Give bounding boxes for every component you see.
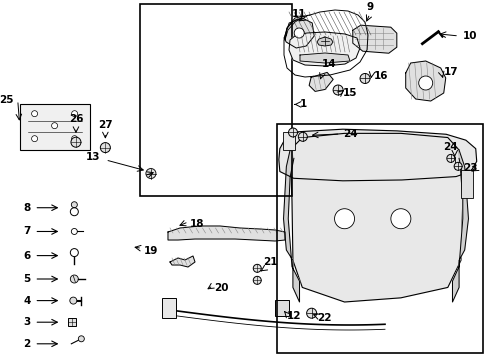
Polygon shape [290, 133, 463, 302]
Circle shape [447, 154, 455, 162]
Polygon shape [279, 129, 477, 181]
Text: 25: 25 [0, 95, 14, 105]
Text: 18: 18 [190, 219, 205, 229]
Bar [68, 318, 76, 326]
Bar [140, 4, 292, 196]
Polygon shape [353, 25, 397, 53]
Circle shape [298, 132, 307, 141]
Text: 8: 8 [23, 203, 30, 213]
Text: 24: 24 [343, 129, 358, 139]
Bar [277, 124, 483, 353]
Bar [162, 298, 176, 318]
Circle shape [71, 137, 81, 147]
Text: 24: 24 [443, 142, 458, 152]
Polygon shape [170, 256, 195, 267]
Text: 26: 26 [69, 114, 83, 124]
Text: 2: 2 [23, 339, 30, 349]
Circle shape [72, 202, 77, 208]
Text: 19: 19 [144, 246, 158, 256]
Text: 14: 14 [322, 59, 337, 69]
Circle shape [78, 336, 84, 342]
Circle shape [146, 168, 156, 179]
Circle shape [51, 123, 58, 129]
Polygon shape [168, 226, 285, 241]
Polygon shape [406, 61, 446, 101]
Text: 22: 22 [318, 313, 332, 323]
Circle shape [31, 136, 38, 142]
Circle shape [72, 136, 77, 142]
Circle shape [253, 264, 261, 272]
Bar [283, 132, 295, 150]
Circle shape [454, 162, 462, 170]
Polygon shape [284, 18, 314, 48]
Text: 12: 12 [287, 311, 301, 321]
Text: 11: 11 [292, 9, 306, 19]
Text: 1: 1 [300, 99, 307, 109]
Text: 17: 17 [443, 67, 458, 77]
Text: 15: 15 [343, 87, 358, 98]
Text: 27: 27 [98, 120, 113, 130]
Text: 4: 4 [23, 296, 30, 306]
Circle shape [72, 111, 77, 117]
Text: 16: 16 [373, 71, 388, 81]
Polygon shape [317, 37, 333, 46]
Circle shape [307, 308, 317, 318]
Polygon shape [309, 72, 333, 91]
Polygon shape [300, 53, 350, 63]
Bar [275, 300, 289, 316]
Text: 6: 6 [23, 251, 30, 261]
Text: 5: 5 [23, 274, 30, 284]
Circle shape [333, 85, 343, 95]
Text: 9: 9 [367, 1, 373, 12]
Text: 3: 3 [23, 317, 30, 327]
Text: 23: 23 [463, 163, 478, 174]
Text: 10: 10 [463, 31, 478, 41]
Text: 7: 7 [23, 226, 30, 237]
Circle shape [391, 209, 411, 229]
Polygon shape [289, 32, 360, 66]
Text: 21: 21 [264, 257, 278, 267]
Circle shape [360, 73, 370, 84]
Circle shape [71, 275, 78, 283]
Bar [20, 104, 90, 150]
Text: 13: 13 [86, 152, 100, 162]
Polygon shape [452, 150, 468, 302]
Circle shape [419, 76, 433, 90]
Circle shape [294, 28, 304, 38]
Circle shape [335, 209, 355, 229]
Circle shape [100, 143, 110, 153]
Bar [461, 170, 472, 198]
Circle shape [70, 297, 77, 304]
Circle shape [31, 111, 38, 117]
Polygon shape [284, 150, 299, 302]
Circle shape [253, 276, 261, 284]
Text: 20: 20 [214, 283, 229, 293]
Circle shape [289, 128, 297, 137]
